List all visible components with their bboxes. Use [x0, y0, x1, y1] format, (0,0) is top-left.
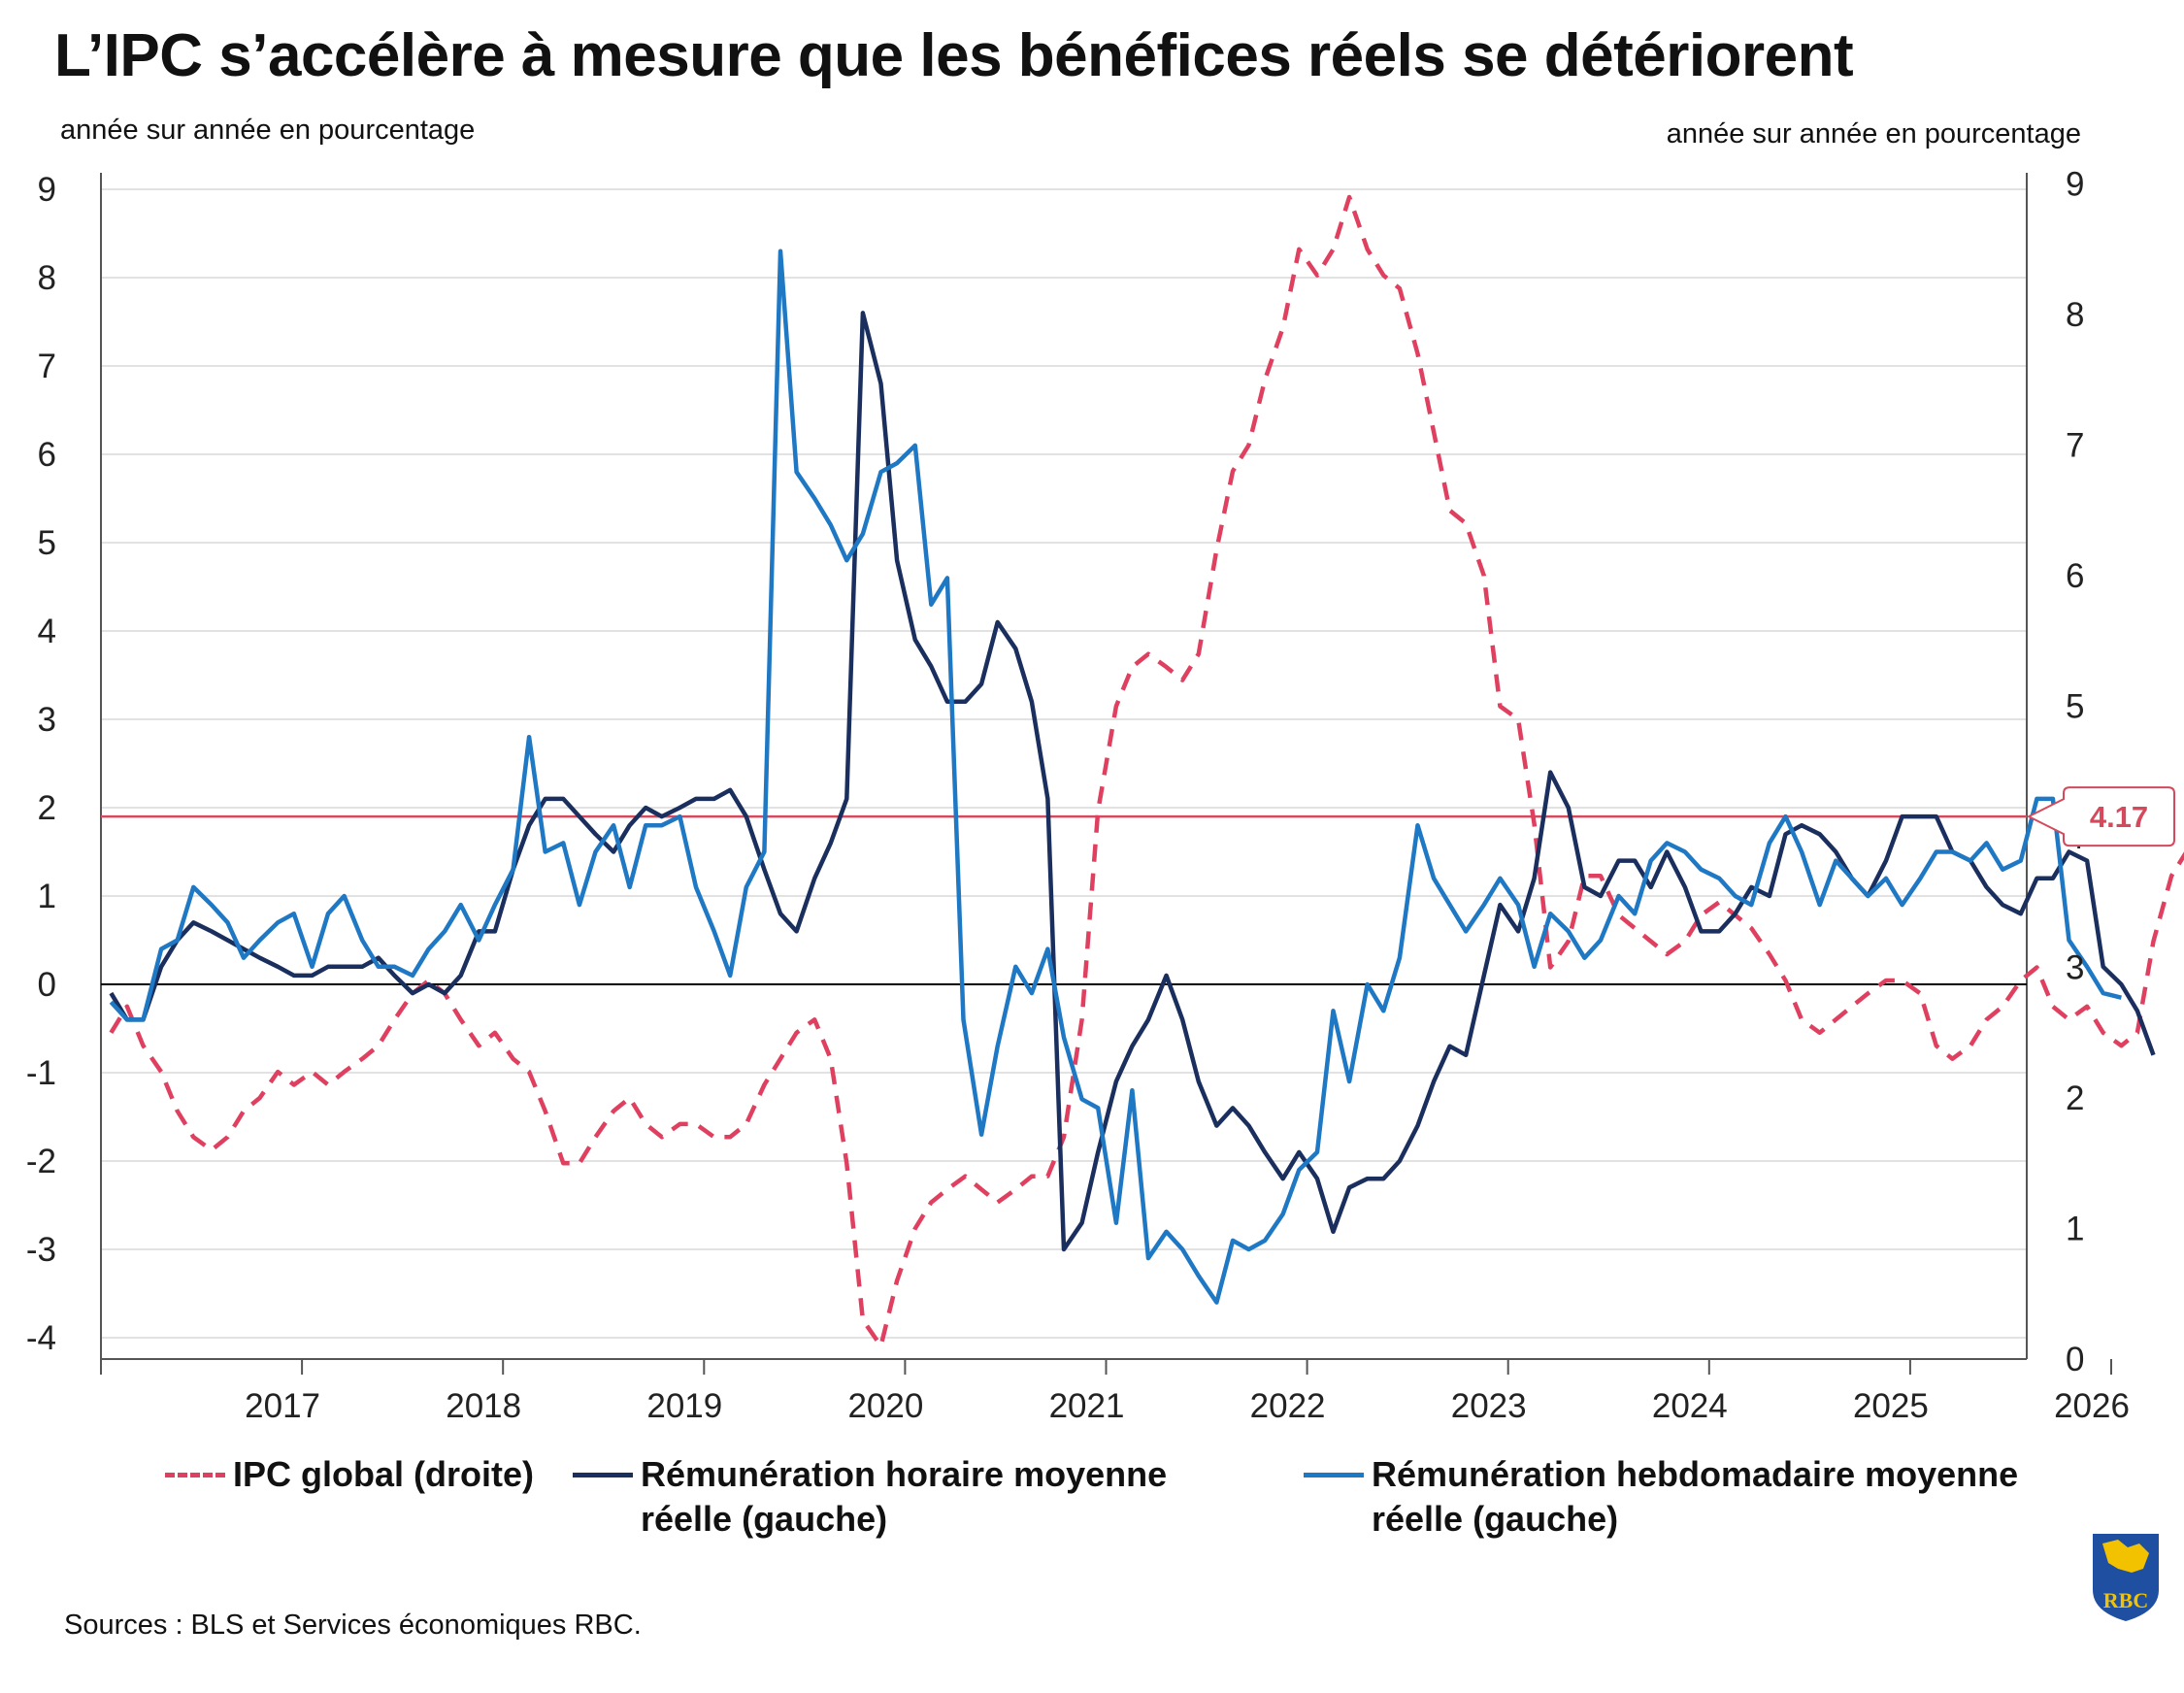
sources-note: Sources : BLS et Services économiques RB…: [64, 1610, 642, 1641]
series-lines: [109, 194, 2184, 1348]
left-tick-label: 2: [38, 789, 56, 827]
tick-labels: 9876543210-1-2-3-49876543210201720182019…: [26, 166, 2130, 1426]
x-tick-label: 2019: [646, 1387, 722, 1425]
x-tick-label: 2023: [1451, 1387, 1527, 1425]
rbc-logo: RBC: [2093, 1534, 2159, 1621]
right-tick-label: 3: [2066, 949, 2084, 987]
weekly-series-line: [109, 249, 2122, 1305]
x-tick-label: 2021: [1049, 1387, 1125, 1425]
left-tick-label: 0: [38, 966, 56, 1004]
gridlines: [101, 188, 2027, 1339]
legend-swatch-weekly: [1304, 1473, 1364, 1477]
legend-label-hourly: Rémunération horaire moyenne réelle (gauc…: [641, 1454, 1168, 1539]
left-tick-label: 9: [38, 171, 56, 209]
callout-value: 4.17: [2090, 800, 2148, 834]
left-tick-label: -4: [26, 1319, 56, 1357]
right-tick-label: 8: [2066, 296, 2084, 334]
left-tick-label: 3: [38, 701, 56, 739]
legend-label-cpi: IPC global (droite): [233, 1454, 534, 1494]
legend-swatch-hourly: [573, 1473, 633, 1477]
left-tick-label: 6: [38, 436, 56, 474]
legend-label-weekly: Rémunération hebdomadaire moyenne réelle …: [1372, 1454, 2019, 1539]
left-tick-label: 8: [38, 259, 56, 297]
x-tick-label: 2020: [847, 1387, 923, 1425]
svg-text:RBC: RBC: [2103, 1588, 2148, 1612]
left-tick-label: -3: [26, 1231, 56, 1269]
right-tick-label: 7: [2066, 427, 2084, 465]
right-tick-label: 0: [2066, 1341, 2084, 1378]
x-tick-label: 2025: [1853, 1387, 1929, 1425]
x-tick-label: 2017: [245, 1387, 320, 1425]
right-axis-unit: année sur année en pourcentage: [1666, 118, 2081, 149]
ref-callout: 4.17: [2026, 786, 2175, 847]
left-tick-label: 1: [38, 878, 56, 915]
x-tick-label: 2024: [1652, 1387, 1728, 1425]
left-tick-label: -1: [26, 1054, 56, 1092]
left-tick-label: -2: [26, 1143, 56, 1180]
right-tick-label: 9: [2066, 166, 2084, 204]
right-tick-label: 1: [2066, 1211, 2084, 1248]
chart-title: L’IPC s’accélère à mesure que les bénéfi…: [54, 22, 1854, 89]
left-axis-unit: année sur année en pourcentage: [60, 115, 476, 146]
x-tick-label: 2018: [446, 1387, 521, 1425]
right-tick-label: 2: [2066, 1079, 2084, 1117]
right-tick-label: 6: [2066, 557, 2084, 595]
hourly-series-line: [109, 311, 2156, 1252]
legend-swatch-cpi: [165, 1473, 225, 1477]
left-tick-label: 4: [38, 613, 56, 650]
callout-box: [2026, 786, 2175, 847]
line-chart: 9876543210-1-2-3-49876543210201720182019…: [26, 166, 2184, 1426]
left-tick-label: 7: [38, 348, 56, 385]
x-tick-label: 2026: [2054, 1387, 2130, 1425]
x-tick-label: 2022: [1250, 1387, 1326, 1425]
left-tick-label: 5: [38, 524, 56, 562]
right-tick-label: 5: [2066, 688, 2084, 726]
cpi-series-line: [109, 194, 2184, 1348]
